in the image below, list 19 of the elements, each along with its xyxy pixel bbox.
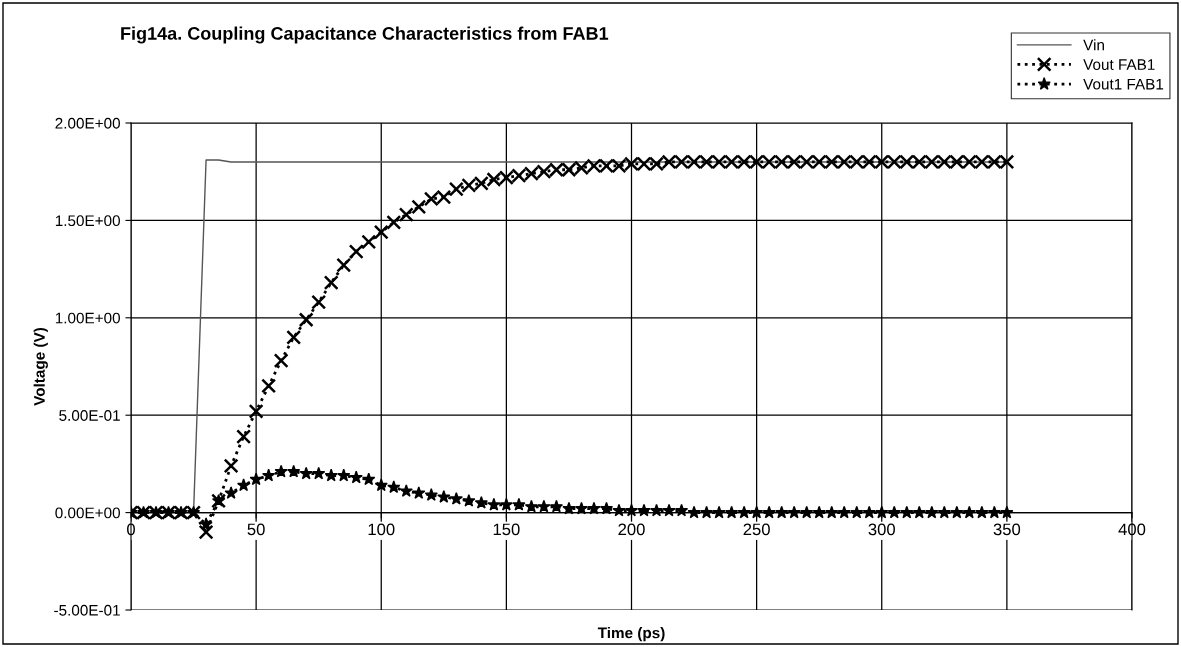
x-axis-title: Time (ps): [597, 627, 665, 642]
y-tick-label: 0.00E+00: [55, 507, 120, 519]
y-tick-label: -5.00E-01: [54, 604, 120, 616]
x-tick-label: 150: [493, 523, 520, 536]
y-tick-label: 2.00E+00: [55, 117, 120, 129]
x-tick-label: 300: [868, 523, 895, 536]
legend-label: Vout FAB1: [1083, 59, 1155, 70]
legend-label: Vin: [1083, 39, 1104, 51]
x-tick-label: 250: [743, 523, 770, 536]
x-tick-label: 50: [247, 523, 265, 536]
x-tick-label: 200: [618, 523, 645, 536]
x-tick-label: 100: [368, 523, 395, 536]
y-axis-title: Voltage (V): [33, 327, 48, 406]
chart-title: Fig14a. Coupling Capacitance Characteristics from FAB1: [121, 26, 609, 44]
x-tick-label: 350: [993, 523, 1021, 536]
y-tick-label: 5.00E-01: [59, 410, 120, 421]
legend-label: Vout1 FAB1: [1083, 78, 1164, 90]
y-tick-label: 1.50E+00: [55, 215, 120, 227]
y-tick-label: 1.00E+00: [55, 312, 120, 324]
